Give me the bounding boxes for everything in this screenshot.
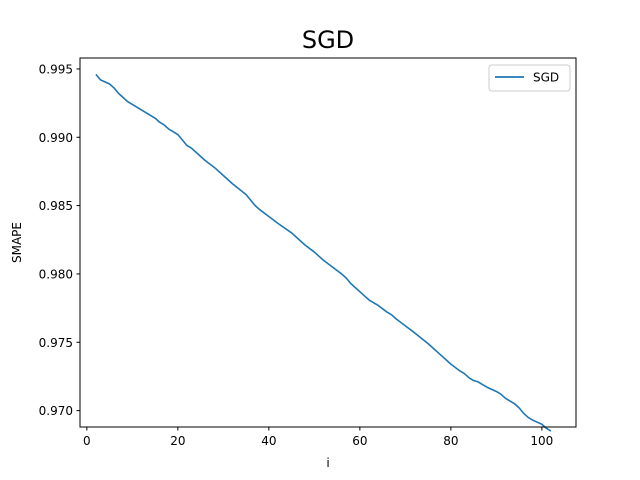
x-tick-label: 20 xyxy=(170,434,185,448)
legend-box xyxy=(488,64,571,92)
x-tick-label: 80 xyxy=(443,434,458,448)
y-axis-label: SMAPE xyxy=(10,222,24,263)
x-tick-label: 40 xyxy=(261,434,276,448)
plot-area xyxy=(80,58,576,427)
series-group xyxy=(95,73,552,432)
x-tick-label: 0 xyxy=(83,434,91,448)
y-tick-label: 0.990 xyxy=(39,131,73,145)
y-tick-label: 0.970 xyxy=(39,404,73,418)
series-line-sgd xyxy=(95,73,552,432)
x-axis-label: i xyxy=(326,456,329,470)
y-tick-label: 0.975 xyxy=(39,336,73,350)
plot-frame xyxy=(79,57,577,428)
y-tick-label: 0.985 xyxy=(39,199,73,213)
y-tick-label: 0.995 xyxy=(39,62,73,76)
y-tick-label: 0.980 xyxy=(39,267,73,281)
legend-label-sgd: SGD xyxy=(533,71,559,85)
chart-title: SGD xyxy=(302,26,354,54)
x-tick-label: 100 xyxy=(530,434,553,448)
legend: SGD xyxy=(488,64,571,92)
y-axis-ticks: 0.970 0.975 0.980 0.985 0.990 0.995 xyxy=(39,62,80,418)
x-tick-label: 60 xyxy=(352,434,367,448)
x-axis-ticks: 0 20 40 60 80 100 xyxy=(83,427,553,448)
